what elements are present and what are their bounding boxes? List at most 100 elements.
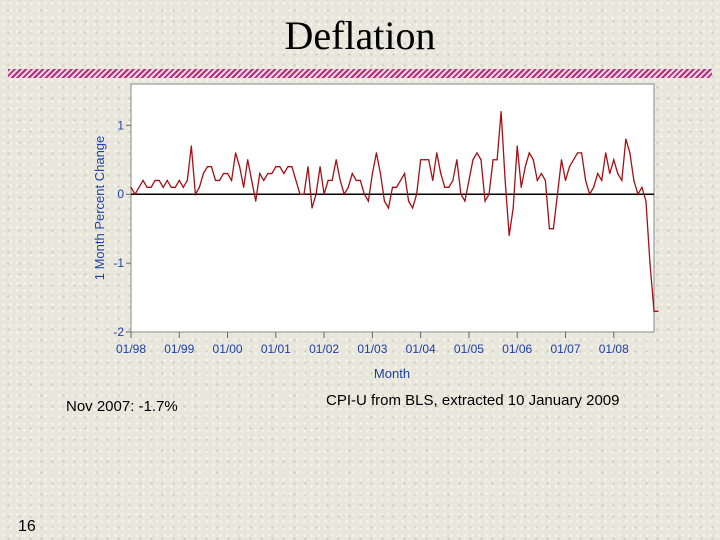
data-point (198, 186, 200, 188)
data-point (564, 179, 567, 182)
data-point (428, 159, 430, 161)
data-point (605, 152, 607, 154)
data-point (387, 207, 390, 209)
data-point (444, 186, 446, 188)
page-number: 16 (18, 518, 36, 535)
data-point (395, 186, 398, 188)
data-point (323, 193, 325, 195)
data-point (355, 179, 357, 182)
data-point (617, 172, 619, 175)
data-point (202, 172, 205, 175)
data-point (480, 159, 482, 161)
data-point (226, 172, 229, 175)
data-point (339, 179, 341, 182)
x-tick-label: 01/06 (502, 342, 532, 356)
data-point (335, 159, 337, 161)
y-tick-label: -1 (113, 256, 124, 270)
data-point (319, 166, 321, 168)
data-point (472, 159, 474, 161)
data-point (496, 159, 498, 161)
x-tick-label: 01/98 (116, 342, 146, 356)
data-point (291, 166, 293, 168)
data-point (174, 186, 176, 188)
data-point (150, 186, 152, 188)
data-point (572, 159, 575, 161)
data-point (359, 179, 361, 182)
data-point (154, 179, 156, 182)
data-point (460, 193, 462, 195)
data-point (222, 172, 225, 175)
data-point (190, 145, 192, 147)
data-point (653, 310, 655, 312)
data-point (593, 186, 595, 188)
data-point (440, 172, 442, 175)
data-point (138, 186, 140, 188)
data-point (585, 179, 587, 182)
data-point (263, 179, 265, 182)
data-point (464, 200, 466, 202)
data-point (484, 200, 486, 202)
data-point (186, 179, 188, 182)
data-point (162, 186, 164, 188)
data-point (621, 179, 623, 182)
data-point (399, 179, 402, 182)
data-point (383, 200, 386, 202)
data-point (488, 193, 490, 195)
data-point (267, 172, 269, 175)
data-point (589, 193, 591, 195)
data-point (343, 193, 345, 195)
title-divider (8, 69, 712, 78)
data-point (371, 172, 373, 175)
x-tick-label: 01/02 (309, 342, 339, 356)
data-point (424, 159, 426, 161)
data-point (275, 166, 277, 168)
data-point (142, 179, 144, 182)
data-point (243, 186, 245, 188)
data-point (158, 179, 160, 182)
data-point (508, 234, 510, 237)
data-point (536, 179, 538, 182)
data-point (633, 179, 635, 182)
x-tick-label: 01/99 (164, 342, 194, 356)
data-point (576, 152, 579, 154)
data-point (625, 138, 627, 140)
data-point (363, 193, 365, 195)
data-point (613, 159, 615, 161)
data-point (295, 179, 297, 182)
data-point (412, 207, 414, 209)
data-point (552, 228, 555, 230)
data-point (230, 179, 233, 182)
data-point (468, 179, 470, 182)
data-point (492, 159, 494, 161)
y-axis-label: 1 Month Percent Change (92, 136, 107, 281)
x-tick-label: 01/03 (357, 342, 387, 356)
x-tick-label: 01/08 (599, 342, 629, 356)
data-point (548, 228, 551, 230)
data-point (331, 179, 333, 182)
data-point (259, 172, 261, 175)
y-tick-label: 0 (117, 187, 124, 201)
data-point (170, 186, 172, 188)
data-point (287, 166, 289, 168)
data-point (327, 179, 329, 182)
data-point (637, 193, 639, 195)
data-point (194, 193, 196, 195)
data-point (178, 179, 180, 182)
data-point (146, 186, 148, 188)
data-point (347, 186, 349, 188)
data-point (641, 186, 643, 188)
data-point (311, 207, 313, 209)
data-point (629, 152, 631, 154)
data-point (520, 186, 522, 188)
data-point (367, 200, 369, 202)
data-point (251, 179, 253, 182)
data-point (166, 179, 168, 182)
data-point (375, 152, 378, 154)
data-point (420, 159, 422, 161)
data-point (315, 193, 317, 195)
data-point (524, 166, 526, 168)
x-axis-label: Month (374, 366, 410, 381)
slide-title: Deflation (284, 13, 436, 58)
data-point (218, 179, 221, 182)
